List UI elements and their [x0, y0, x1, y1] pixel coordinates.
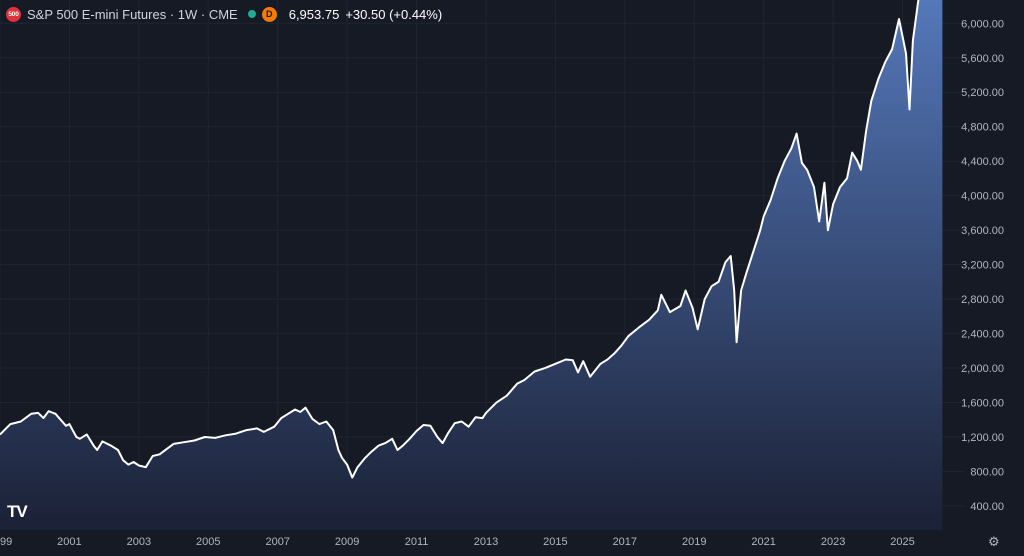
x-tick-label: 2001	[57, 536, 81, 548]
header-change: +30.50 (+0.44%)	[345, 6, 443, 22]
x-tick-label: 2003	[127, 536, 151, 548]
x-tick-label: 2007	[265, 536, 289, 548]
status-dot-icon	[247, 10, 256, 18]
y-tick-label: 5,200.00	[961, 87, 1004, 99]
x-axis[interactable]: 1999 2001 2003 2005 2007 2009 2011 2013 2015 2017…	[0, 536, 915, 548]
y-tick-label: 2,000.00	[961, 363, 1004, 375]
header-price: 6,953.75	[288, 6, 340, 22]
x-tick-label: 2009	[335, 536, 359, 548]
y-tick-label: 5,600.00	[961, 53, 1004, 65]
symbol-logo-icon[interactable]: 500	[6, 6, 21, 22]
chart-header: 500 S&P 500 E-mini Futures · 1W · CME D …	[6, 5, 442, 23]
y-tick-label: 800.00	[970, 467, 1004, 479]
y-tick-label: 4,800.00	[961, 122, 1004, 134]
x-tick-label: 2015	[543, 536, 567, 548]
x-tick-label: 2019	[682, 536, 706, 548]
x-tick-label: 2005	[196, 536, 220, 548]
x-tick-label: 2025	[890, 536, 914, 548]
symbol-title[interactable]: S&P 500 E-mini Futures · 1W · CME	[27, 6, 238, 22]
y-tick-label: 400.00	[970, 501, 1004, 513]
y-tick-label: 1,600.00	[961, 398, 1004, 410]
x-tick-label: 2011	[405, 536, 429, 548]
y-tick-label: 4,000.00	[961, 191, 1004, 203]
x-tick-label: 2023	[821, 536, 845, 548]
area-series	[0, 0, 943, 530]
y-tick-label: 1,200.00	[961, 432, 1004, 444]
y-tick-label: 4,400.00	[961, 156, 1004, 168]
y-axis[interactable]: 400.00 800.00 1,200.00 1,600.00 2,000.00 2,40…	[961, 0, 1004, 513]
y-tick-label: 2,800.00	[961, 294, 1004, 306]
x-tick-label: 2021	[751, 536, 775, 548]
y-tick-label: 6,000.00	[961, 18, 1004, 30]
price-line	[0, 0, 920, 479]
tradingview-logo[interactable]: TV	[7, 502, 28, 521]
interval-badge[interactable]: D	[261, 6, 277, 22]
y-tick-label: 2,400.00	[961, 329, 1004, 341]
gear-icon[interactable]: ⚙	[988, 534, 1000, 549]
area-fill	[0, 0, 943, 530]
y-tick-label: 3,200.00	[961, 260, 1004, 272]
x-tick-label: 2013	[474, 536, 498, 548]
x-tick-label: 2017	[613, 536, 637, 548]
y-tick-label: 3,600.00	[961, 225, 1004, 237]
x-tick-label: 1999	[0, 536, 12, 548]
